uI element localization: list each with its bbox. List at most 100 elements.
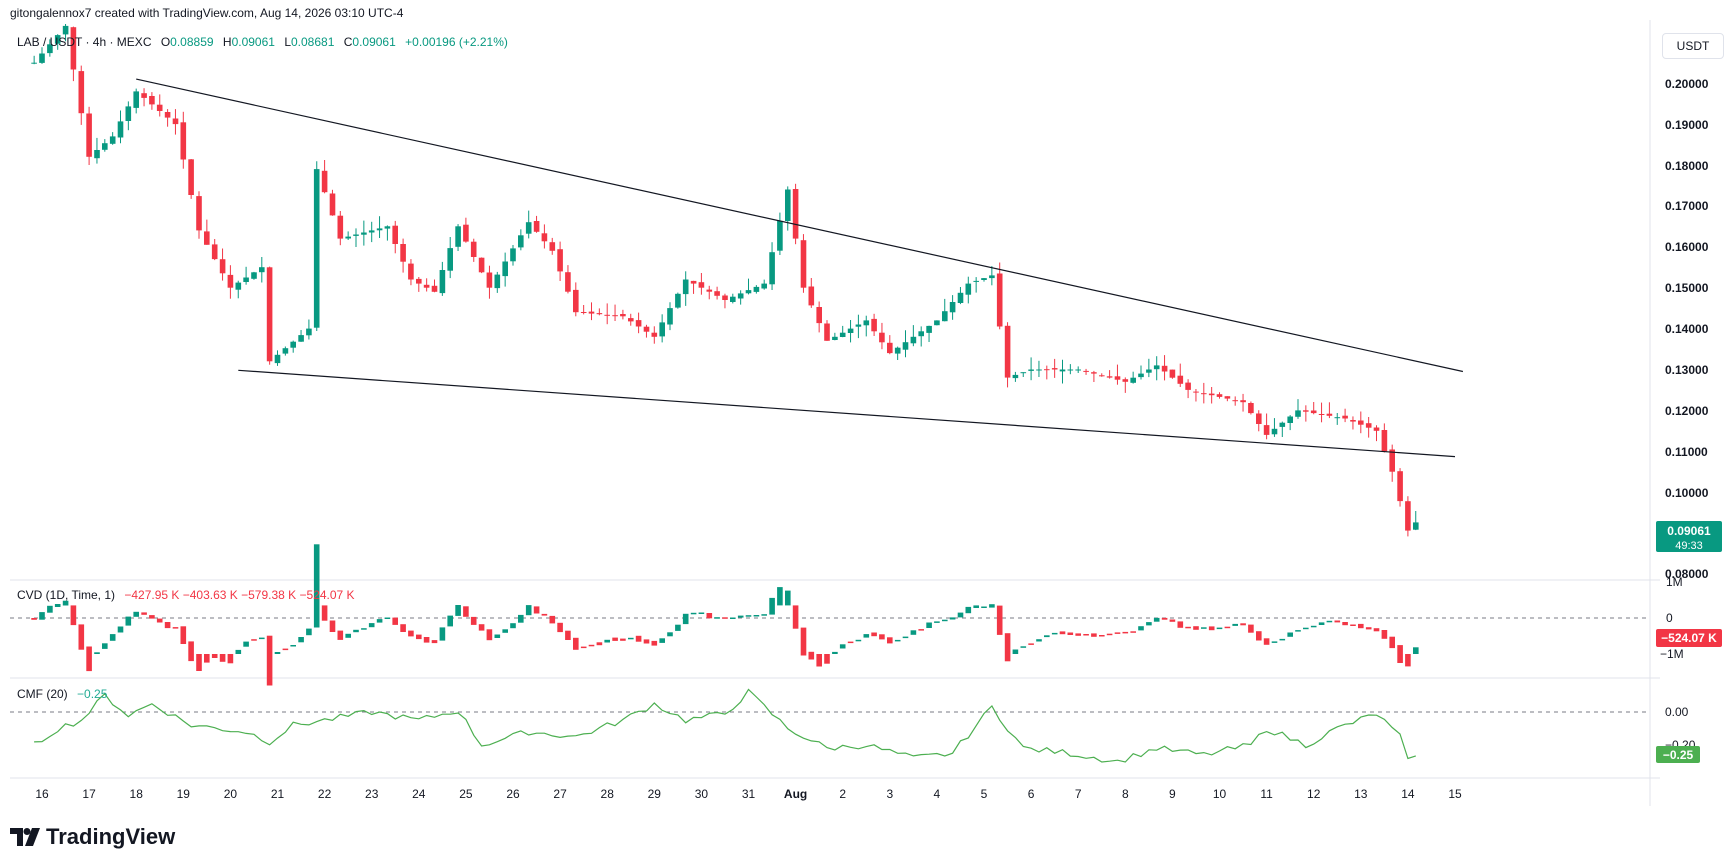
cvd-candle: [792, 605, 799, 629]
cvd-candle: [1114, 632, 1121, 634]
trendline-lower[interactable]: [238, 369, 1456, 458]
candle-body: [722, 295, 728, 300]
candle-body: [361, 232, 367, 235]
cvd-candle: [1075, 633, 1081, 636]
candle-body: [337, 215, 344, 239]
candle-body: [227, 274, 234, 288]
cvd-candle: [494, 634, 501, 638]
cvd-candle: [1028, 643, 1034, 645]
cmf-title[interactable]: CMF (20): [17, 687, 68, 701]
time-label: 19: [177, 787, 191, 801]
candle-body: [306, 328, 312, 336]
candle-body: [565, 272, 571, 292]
cvd-candle: [109, 634, 116, 641]
candle-body: [133, 91, 139, 108]
symbol-legend: LAB / USDT · 4h · MEXC O0.08859 H0.09061…: [17, 35, 508, 49]
candle-body: [918, 331, 924, 337]
cvd-candle: [1012, 649, 1019, 654]
candle-body: [879, 332, 885, 343]
cvd-candle: [156, 618, 163, 623]
candle-body: [659, 322, 665, 337]
cvd-candle: [525, 605, 532, 616]
cvd-candle: [1059, 631, 1066, 635]
cvd-candle: [1318, 622, 1325, 625]
candle-body: [518, 235, 524, 248]
candle-body: [408, 263, 414, 280]
candle-body: [102, 143, 108, 150]
cvd-candle: [588, 644, 595, 647]
cvd-candle: [1342, 622, 1348, 626]
candle-body: [832, 336, 838, 340]
candle-body: [188, 159, 194, 195]
tradingview-logo[interactable]: TradingView: [10, 824, 175, 849]
cvd-candle: [902, 636, 909, 639]
candle-body: [1083, 370, 1089, 372]
cvd-candle: [39, 612, 45, 620]
time-label: 8: [1122, 787, 1129, 801]
price-tick: 0.15000: [1665, 281, 1709, 295]
candle-body: [635, 320, 642, 327]
candle-body: [1130, 377, 1136, 383]
time-label: 12: [1307, 787, 1321, 801]
cvd-candle: [439, 627, 446, 641]
candle-body: [604, 314, 610, 316]
cvd-candle: [1389, 636, 1395, 649]
time-label: 3: [886, 787, 893, 801]
candle-body: [1248, 403, 1254, 414]
cvd-candle: [1303, 627, 1309, 630]
cvd-candle: [1279, 638, 1286, 641]
price-tick: 0.18000: [1665, 159, 1709, 173]
candle-body: [455, 226, 461, 247]
candle-body: [298, 335, 304, 342]
cvd-candle: [266, 635, 273, 686]
cvd-candle: [518, 614, 524, 623]
candle-body: [141, 93, 147, 98]
cvd-candle: [384, 617, 391, 619]
close-label: C: [343, 35, 353, 49]
cvd-candle: [596, 642, 603, 646]
cvd-candle: [1177, 621, 1184, 628]
candle-body: [902, 342, 909, 350]
cmf-legend: CMF (20) −0.25: [17, 687, 107, 701]
cvd-candle: [620, 638, 626, 641]
cvd-candle: [313, 544, 320, 628]
cvd-candle: [659, 638, 665, 643]
cvd-candle: [1397, 645, 1403, 663]
cvd-candle: [392, 617, 398, 625]
candle-body: [219, 259, 226, 274]
cvd-candle: [1169, 619, 1176, 622]
cvd-candle: [408, 630, 414, 637]
price-tick: 0.08000: [1665, 567, 1709, 581]
cvd-candles: [31, 544, 1419, 686]
cvd-candle: [274, 652, 281, 654]
cvd-candle: [1193, 626, 1199, 630]
cvd-candle: [573, 637, 579, 650]
cvd-title[interactable]: CVD (1D, Time, 1): [17, 588, 116, 602]
candle-body: [1169, 369, 1176, 378]
currency-button[interactable]: USDT: [1662, 33, 1724, 59]
candle-body: [1413, 522, 1419, 530]
cvd-candle: [1373, 628, 1380, 632]
time-label: 21: [271, 787, 285, 801]
price-tick: 0.12000: [1665, 404, 1709, 418]
cvd-candle: [180, 626, 187, 644]
candle-body: [1216, 394, 1223, 397]
cvd-candle: [321, 605, 328, 621]
cmf-tick: 0.00: [1665, 705, 1689, 719]
trendline-upper[interactable]: [136, 78, 1464, 373]
cvd-candle: [1051, 632, 1058, 635]
cvd-candle: [973, 605, 979, 608]
time-label: 25: [459, 787, 473, 801]
candle-body: [1004, 325, 1011, 378]
symbol-name[interactable]: LAB / USDT · 4h · MEXC: [17, 35, 152, 49]
cvd-candle: [259, 637, 265, 640]
candle-body: [196, 196, 202, 231]
candle-body: [1310, 410, 1317, 414]
cvd-candle: [918, 629, 924, 631]
cvd-candle: [455, 605, 461, 616]
candle-body: [957, 292, 964, 303]
price-tick: 0.16000: [1665, 240, 1709, 254]
candle-body: [1099, 375, 1105, 377]
cvd-candle: [879, 634, 885, 640]
candle-body: [251, 272, 257, 279]
